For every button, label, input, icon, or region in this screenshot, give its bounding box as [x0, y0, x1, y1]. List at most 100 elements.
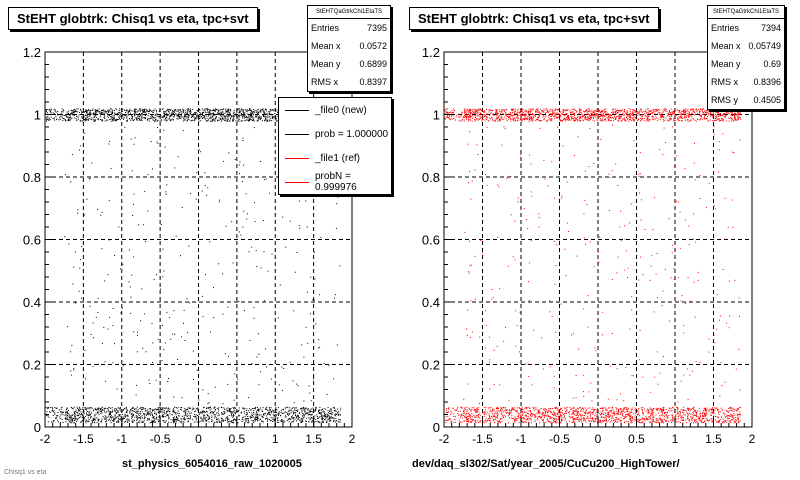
scatter-point: [519, 108, 521, 110]
scatter-point: [156, 115, 158, 117]
scatter-point: [567, 114, 569, 116]
scatter-point: [156, 120, 158, 122]
scatter-point: [464, 114, 466, 116]
scatter-point: [599, 114, 601, 116]
scatter-point: [605, 111, 607, 113]
scatter-point: [66, 412, 68, 414]
scatter-point: [46, 111, 47, 113]
scatter-point: [47, 408, 49, 410]
scatter-point: [92, 110, 94, 111]
scatter-point: [633, 120, 635, 122]
scatter-point: [233, 422, 235, 424]
scatter-point: [572, 112, 574, 114]
scatter-point: [483, 114, 485, 116]
scatter-point: [652, 119, 654, 121]
scatter-point: [79, 119, 81, 121]
scatter-point: [484, 114, 486, 116]
scatter-point: [117, 118, 119, 120]
scatter-point: [322, 409, 323, 411]
scatter-point: [497, 113, 498, 115]
scatter-point: [66, 408, 68, 410]
scatter-point: [167, 114, 169, 116]
scatter-point: [610, 116, 612, 118]
scatter-point: [89, 115, 91, 117]
scatter-point: [674, 110, 676, 112]
scatter-point: [684, 116, 686, 118]
scatter-point: [256, 116, 258, 118]
scatter-point: [195, 364, 197, 366]
scatter-point: [712, 114, 714, 116]
scatter-point: [525, 114, 527, 116]
scatter-point: [273, 412, 275, 414]
scatter-point: [150, 408, 152, 410]
scatter-point: [139, 108, 141, 110]
scatter-point: [59, 418, 61, 419]
scatter-point: [328, 418, 330, 420]
scatter-point: [137, 115, 139, 117]
scatter-point: [46, 109, 48, 110]
scatter-point: [276, 409, 278, 411]
scatter-point: [588, 108, 590, 110]
scatter-point: [142, 108, 144, 110]
scatter-point: [55, 417, 57, 419]
scatter-point: [565, 112, 567, 114]
scatter-point: [490, 111, 492, 113]
scatter-point: [177, 412, 179, 414]
scatter-point: [269, 109, 271, 111]
scatter-point: [218, 413, 220, 415]
scatter-point: [329, 409, 331, 411]
scatter-point: [272, 414, 274, 416]
scatter-point: [522, 118, 524, 120]
scatter-point: [261, 420, 263, 422]
scatter-point: [202, 112, 204, 114]
scatter-point: [259, 111, 261, 113]
scatter-point: [124, 413, 126, 415]
scatter-point: [468, 111, 470, 113]
scatter-point: [249, 109, 251, 111]
scatter-point: [165, 120, 167, 122]
scatter-point: [74, 422, 76, 424]
scatter-point: [284, 416, 286, 418]
scatter-point: [540, 120, 542, 122]
scatter-point: [537, 112, 539, 114]
scatter-point: [330, 416, 332, 418]
scatter-point: [94, 421, 96, 423]
scatter-point: [201, 418, 203, 420]
scatter-point: [684, 109, 686, 111]
scatter-point: [137, 117, 139, 119]
scatter-point: [309, 410, 311, 412]
scatter-point: [480, 109, 482, 111]
scatter-point: [318, 421, 320, 423]
scatter-point: [118, 422, 120, 424]
scatter-point: [317, 417, 318, 419]
scatter-point: [210, 408, 212, 410]
scatter-point: [712, 116, 714, 118]
scatter-point: [110, 167, 112, 169]
scatter-point: [325, 420, 327, 422]
scatter-point: [93, 418, 95, 420]
scatter-point: [570, 116, 572, 118]
scatter-point: [141, 115, 143, 117]
scatter-point: [162, 410, 164, 412]
scatter-point: [121, 113, 123, 115]
scatter-point: [563, 118, 565, 120]
scatter-point: [209, 109, 211, 111]
scatter-point: [563, 110, 565, 112]
scatter-point: [125, 421, 126, 422]
scatter-point: [214, 407, 216, 408]
scatter-point: [322, 420, 324, 422]
scatter-point: [159, 414, 161, 416]
scatter-point: [164, 421, 166, 423]
scatter-point: [719, 114, 721, 116]
scatter-point: [609, 120, 611, 121]
scatter-point: [225, 225, 227, 227]
scatter-point: [661, 115, 663, 117]
scatter-point: [737, 111, 739, 113]
scatter-point: [561, 120, 563, 122]
scatter-point: [186, 409, 188, 410]
scatter-point: [174, 109, 176, 111]
scatter-point: [160, 407, 162, 409]
scatter-point: [246, 117, 248, 119]
scatter-point: [532, 118, 534, 120]
scatter-point: [223, 419, 225, 421]
